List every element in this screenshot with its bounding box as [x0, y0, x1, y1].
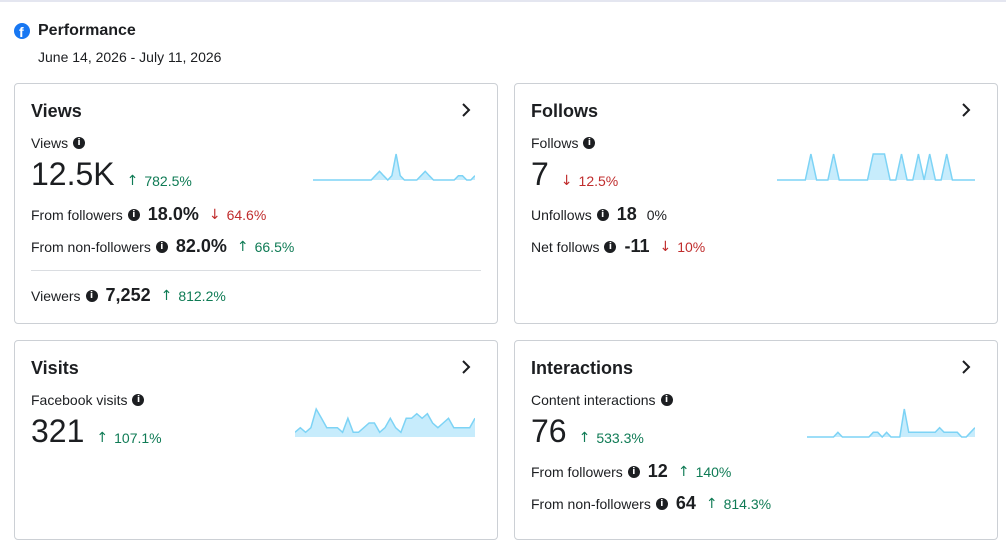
metric-value: 12.5K — [31, 156, 115, 192]
from-followers-row: From followers i 18.0% ↓ 64.6% — [31, 204, 267, 224]
arrow-up-icon: ↑ — [96, 430, 109, 446]
sparkline-line — [313, 153, 475, 182]
top-border — [0, 0, 1006, 2]
page-title: Performance — [38, 22, 136, 39]
arrow-up-icon: ↑ — [578, 430, 591, 446]
info-icon[interactable]: i — [127, 208, 140, 221]
info-icon[interactable]: i — [627, 465, 640, 478]
interactions-value-row: 76 ↑ 533.3% — [531, 413, 644, 449]
unfollows-row: Unfollows i 18 0% — [531, 204, 667, 224]
sparkline-line — [807, 408, 975, 439]
header: f Performance — [14, 22, 136, 40]
info-icon[interactable]: i — [85, 289, 98, 302]
views-value-row: 12.5K ↑ 782.5% — [31, 156, 192, 193]
info-icon[interactable]: i — [132, 394, 145, 406]
sparkline-line — [295, 407, 475, 434]
arrow-down-icon: ↓ — [208, 206, 221, 223]
card-title: Views — [31, 101, 82, 121]
arrow-up-icon: ↑ — [677, 463, 690, 480]
follows-card[interactable]: Follows Follows i 7 ↓ 12.5% Unfollows i 18 … — [514, 83, 998, 324]
follows-sparkline — [777, 153, 975, 181]
viewers-row: Viewers i 7,252 ↑ 812.2% — [31, 285, 226, 305]
delta-badge: ↑ 782.5% — [126, 173, 192, 189]
visits-sparkline — [295, 407, 475, 437]
card-title: Follows — [531, 101, 598, 121]
info-icon[interactable]: i — [155, 240, 168, 253]
sparkline-area — [777, 154, 975, 180]
facebook-icon: f — [14, 23, 30, 40]
arrow-up-icon: ↑ — [160, 287, 173, 304]
chevron-right-icon[interactable] — [457, 358, 475, 376]
card-title: Interactions — [531, 358, 634, 378]
info-icon[interactable]: i — [660, 394, 673, 406]
from-nonfollowers-row: From non-followers i 82.0% ↑ 66.5% — [31, 236, 295, 256]
from-followers-row: From followers i 12 ↑ 140% — [531, 461, 732, 481]
arrow-down-icon: ↓ — [560, 173, 573, 189]
divider — [31, 270, 481, 271]
info-icon[interactable]: i — [655, 497, 668, 510]
follows-label-row: Follows i — [531, 135, 596, 151]
info-icon[interactable]: i — [583, 137, 596, 149]
metric-label: Views — [31, 135, 69, 151]
arrow-down-icon: ↓ — [659, 238, 672, 255]
sparkline-area — [295, 409, 475, 437]
arrow-up-icon: ↑ — [126, 173, 139, 189]
arrow-up-icon: ↑ — [236, 238, 249, 255]
chevron-right-icon[interactable] — [957, 358, 975, 376]
views-card[interactable]: Views Views i 12.5K ↑ 782.5% From followe… — [14, 83, 498, 324]
visits-card[interactable]: Visits Facebook visits i 321 ↑ 107.1% — [14, 340, 498, 540]
arrow-up-icon: ↑ — [705, 495, 718, 512]
card-title: Visits — [31, 358, 79, 378]
interactions-sparkline — [807, 408, 975, 439]
views-sparkline — [313, 153, 475, 182]
visits-value-row: 321 ↑ 107.1% — [31, 413, 162, 449]
interactions-label-row: Content interactions i — [531, 392, 673, 408]
net-follows-row: Net follows i -11 ↓ 10% — [531, 236, 706, 256]
info-icon[interactable]: i — [604, 240, 617, 253]
interactions-card[interactable]: Interactions Content interactions i 76 ↑ 5… — [514, 340, 998, 540]
info-icon[interactable]: i — [73, 137, 86, 149]
follows-value-row: 7 ↓ 12.5% — [531, 156, 619, 192]
info-icon[interactable]: i — [596, 208, 609, 221]
views-label-row: Views i — [31, 135, 86, 151]
chevron-right-icon[interactable] — [957, 101, 975, 119]
from-nonfollowers-row: From non-followers i 64 ↑ 814.3% — [531, 493, 772, 513]
chevron-right-icon[interactable] — [457, 101, 475, 119]
sparkline-line — [777, 153, 975, 181]
visits-label-row: Facebook visits i — [31, 392, 145, 408]
date-range: June 14, 2026 - July 11, 2026 — [38, 49, 222, 65]
